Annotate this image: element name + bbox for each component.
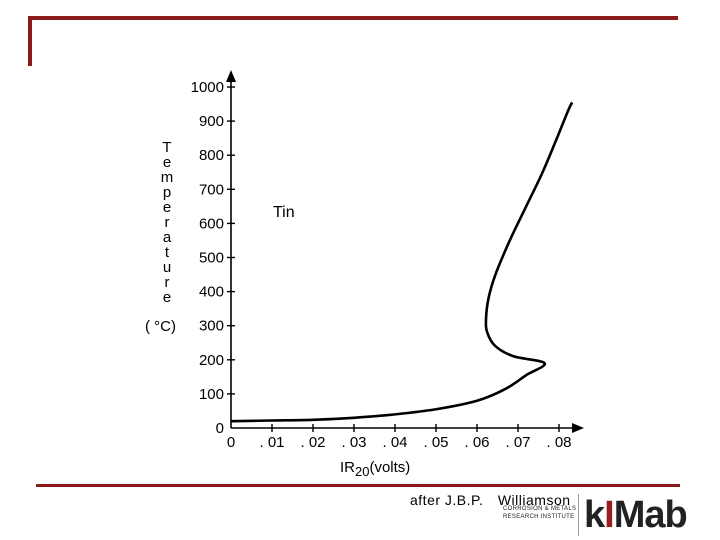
- x-tick-label: . 02: [300, 434, 325, 451]
- kimab-logo: kIMab: [584, 494, 688, 537]
- slide-frame-left: [28, 16, 32, 66]
- temperature-ir-chart: 0 100 200 300 400 500 600 700 800 900 1000 0 . 01 . …: [145, 70, 584, 479]
- y-tick-label: 400: [199, 284, 224, 301]
- y-ticks: 0 100 200 300 400 500 600 700 800 900 1000: [191, 79, 235, 437]
- slide-frame-bottom: [36, 484, 680, 487]
- x-tick-label: . 08: [546, 434, 571, 451]
- y-axis-label-letter: u: [163, 259, 171, 276]
- x-tick-label: . 05: [423, 434, 448, 451]
- x-axis-label-subscript: 20: [355, 464, 369, 479]
- attribution-author-initials: J.B.P.: [444, 492, 484, 508]
- x-axis-arrow: [572, 423, 584, 433]
- y-axis-label-letter: a: [163, 229, 172, 246]
- logo-rest: Mab: [613, 494, 688, 536]
- x-ticks: 0 . 01 . 02 . 03 . 04 . 05 . 06 . 07 . 08: [227, 424, 572, 451]
- y-tick-label: 600: [199, 215, 224, 232]
- x-tick-label: . 06: [464, 434, 489, 451]
- chart-axes: [226, 70, 584, 433]
- y-axis-label-letter: e: [163, 199, 171, 216]
- x-axis-label-unit: (volts): [369, 459, 410, 476]
- x-tick-label: . 07: [505, 434, 530, 451]
- y-tick-label: 0: [216, 420, 224, 437]
- institute-line-2: RESEARCH INSTITUTE: [503, 514, 575, 520]
- y-axis-label-letter: T: [162, 139, 171, 156]
- attribution-prefix: after: [410, 492, 441, 508]
- x-tick-label: . 03: [341, 434, 366, 451]
- y-axis-label-letter: r: [165, 274, 170, 291]
- logo-k: k: [584, 494, 605, 536]
- x-tick-label: . 01: [259, 434, 284, 451]
- x-axis-label: IR20(volts): [340, 459, 410, 479]
- y-tick-label: 800: [199, 147, 224, 164]
- y-axis-label-letter: t: [165, 244, 170, 261]
- y-axis-label-letter: e: [163, 289, 171, 306]
- y-axis-unit-label: ( °C): [145, 318, 176, 335]
- y-axis-label-letter: r: [165, 214, 170, 231]
- y-tick-label: 100: [199, 386, 224, 403]
- y-tick-label: 1000: [191, 79, 224, 96]
- attribution-author-name: Williamson: [497, 492, 571, 508]
- series-line-tin: [230, 101, 574, 423]
- institute-line-1: CORROSION & METALS: [503, 506, 577, 512]
- y-axis-label-letter: e: [163, 154, 171, 171]
- logo-i: I: [604, 494, 615, 536]
- y-tick-label: 200: [199, 352, 224, 369]
- y-tick-label: 300: [199, 318, 224, 335]
- attribution: after J.B.P. Williamson: [410, 492, 571, 508]
- x-tick-label: . 04: [382, 434, 407, 451]
- y-axis-label-letter: p: [163, 184, 171, 201]
- institute-name: CORROSION & METALS RESEARCH INSTITUTE: [503, 505, 576, 521]
- slide-frame-top: [28, 16, 678, 20]
- logo-divider: [578, 494, 579, 536]
- y-axis-label-letter: m: [161, 169, 174, 186]
- y-tick-label: 700: [199, 181, 224, 198]
- series-annotation-tin: Tin: [273, 204, 295, 221]
- y-tick-label: 500: [199, 250, 224, 267]
- x-axis-label-base: IR: [340, 459, 355, 476]
- y-axis-arrow: [226, 70, 236, 82]
- series-layer: [230, 101, 574, 423]
- y-tick-label: 900: [199, 113, 224, 130]
- x-tick-label: 0: [227, 434, 235, 451]
